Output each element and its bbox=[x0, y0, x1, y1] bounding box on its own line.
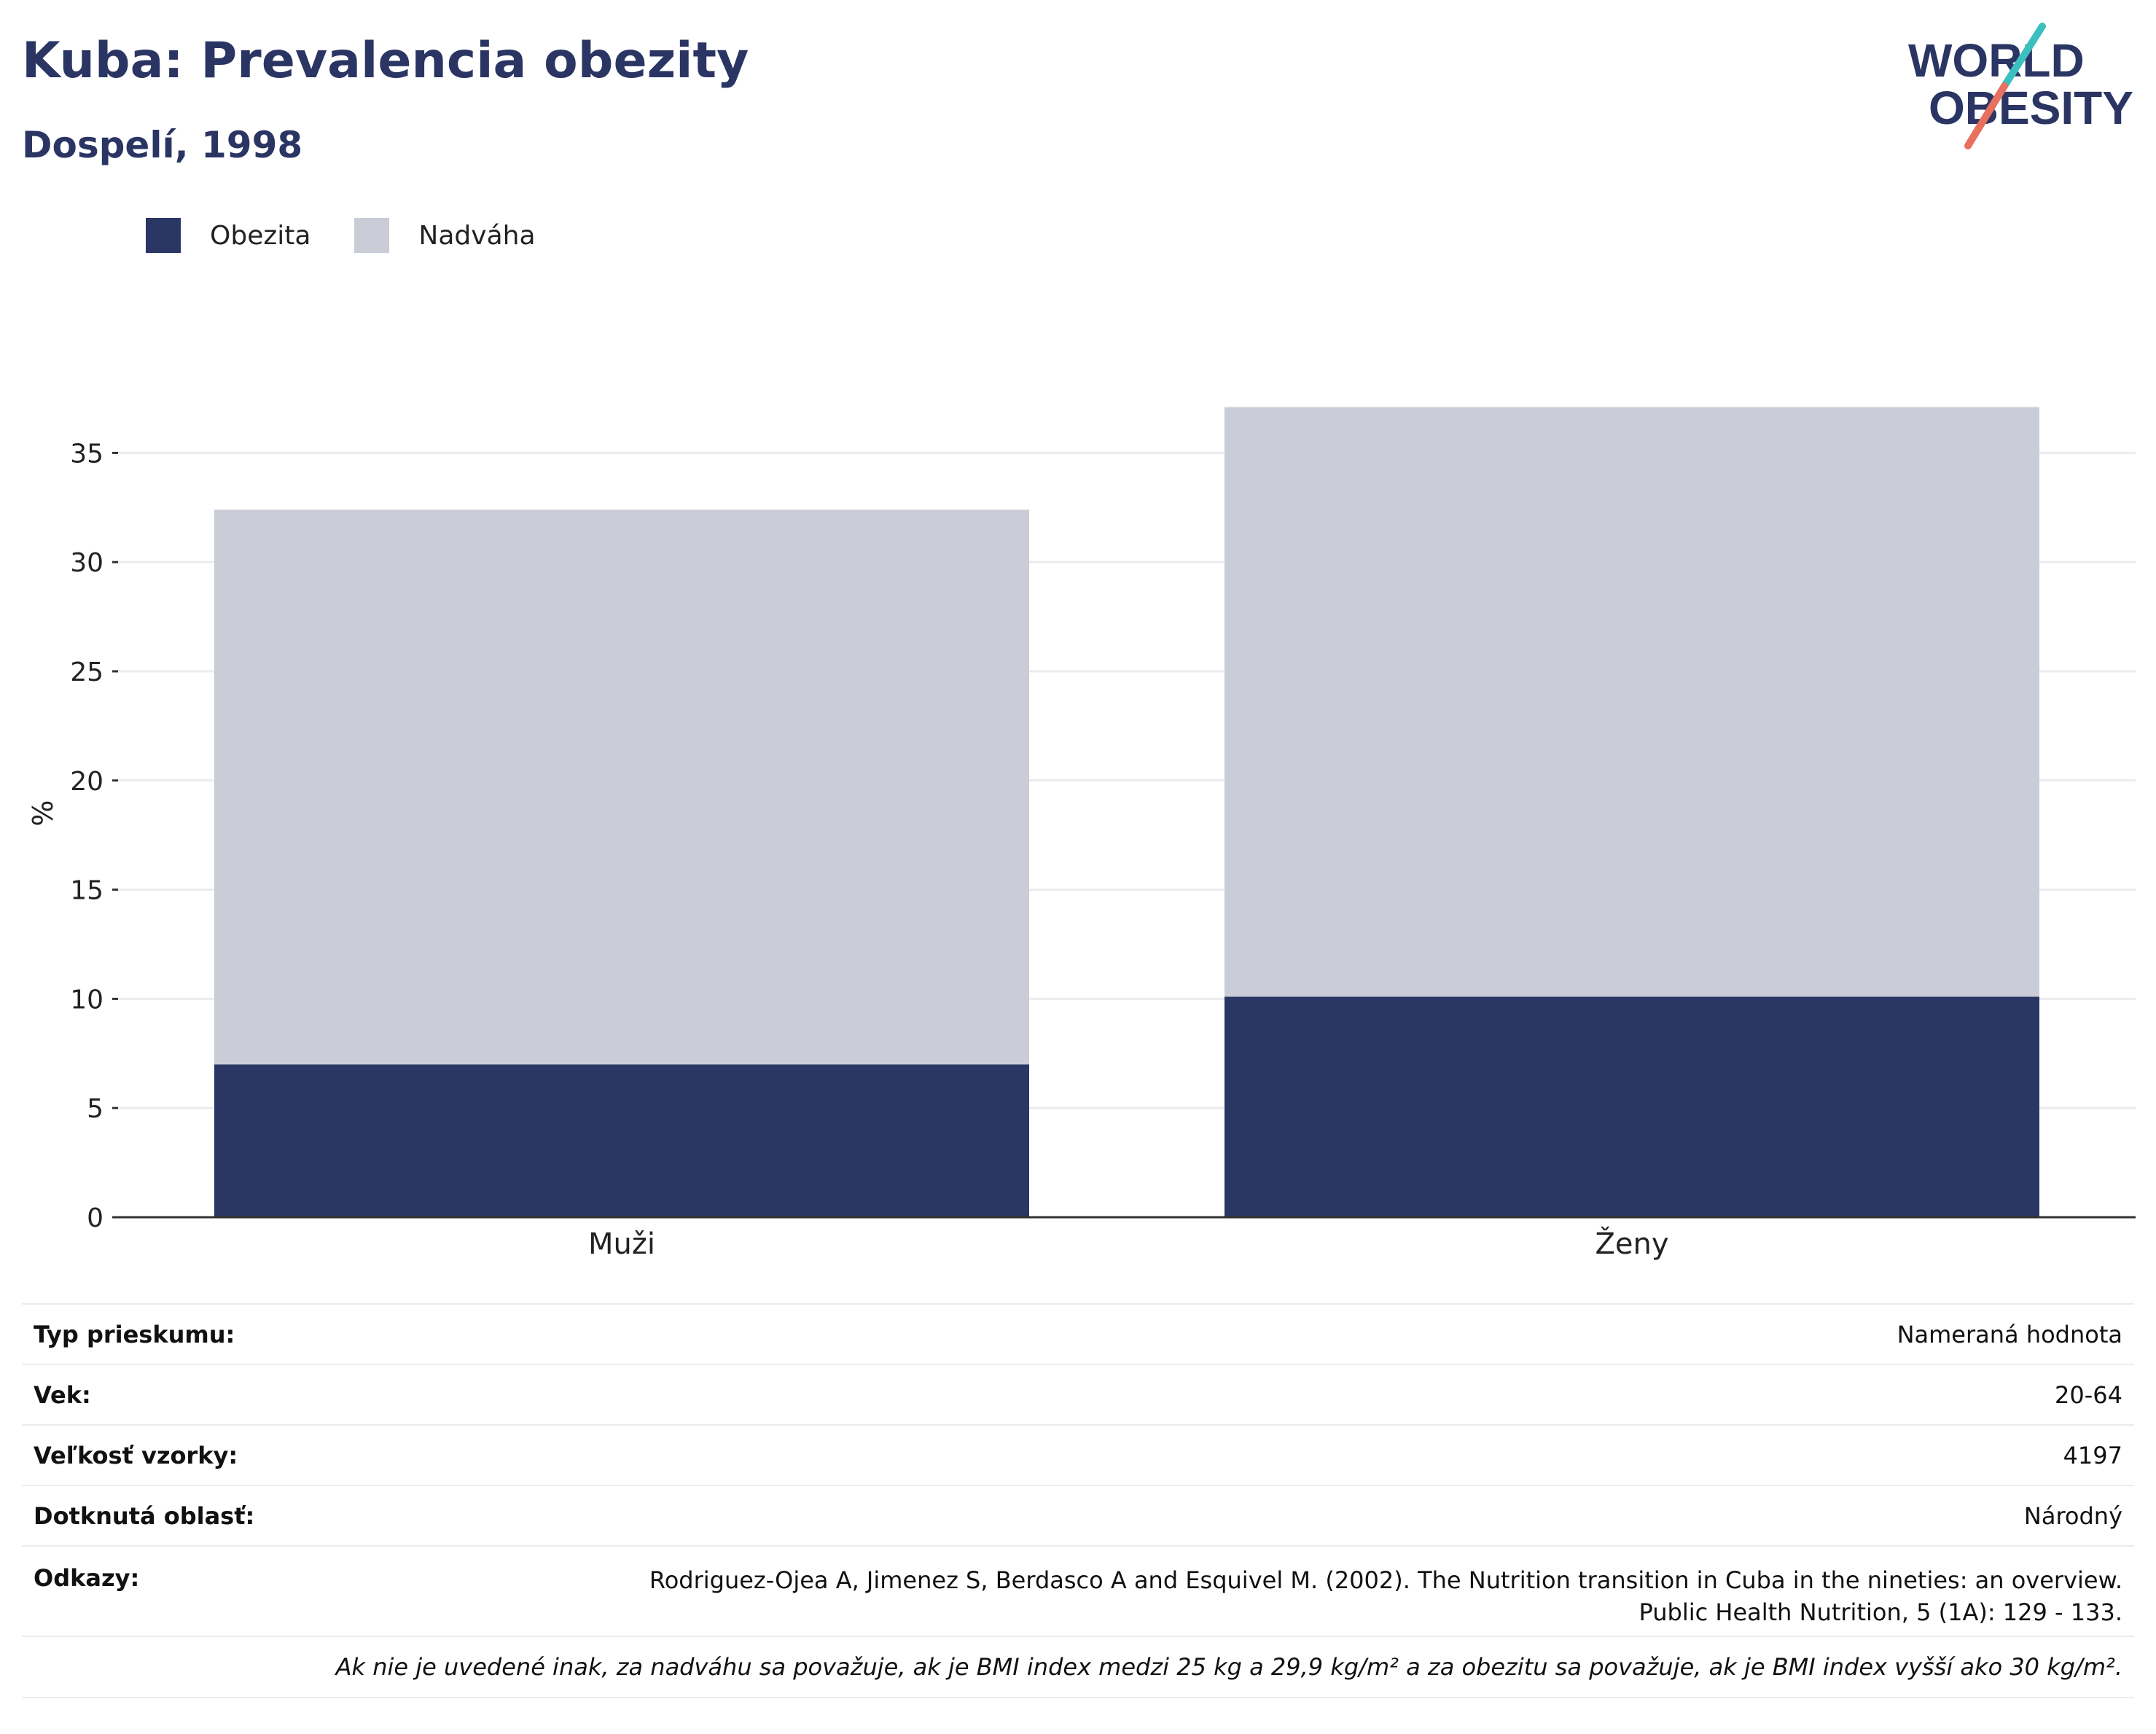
y-tick-label: 15 bbox=[70, 876, 103, 906]
info-row-references: Odkazy: Rodriguez-Ojea A, Jimenez S, Ber… bbox=[22, 1545, 2134, 1636]
logo-slash-teal bbox=[2001, 23, 2046, 90]
y-tick-label: 35 bbox=[70, 439, 103, 469]
logo-line1: WORLD bbox=[1908, 34, 2085, 87]
info-label: Veľkosť vzorky: bbox=[34, 1441, 238, 1469]
legend-label-overweight: Nadváha bbox=[418, 220, 536, 251]
chart-subtitle: Dospelí, 1998 bbox=[22, 124, 303, 166]
y-tick-label: 0 bbox=[87, 1203, 103, 1233]
legend-item-obesity[interactable]: Obezita bbox=[146, 218, 310, 253]
y-tick-label: 30 bbox=[70, 548, 103, 578]
legend: Obezita Nadváha bbox=[146, 217, 579, 254]
info-label: Typ prieskumu: bbox=[34, 1320, 235, 1348]
y-tick-label: 25 bbox=[70, 657, 103, 687]
info-value: Národný bbox=[2023, 1501, 2122, 1530]
legend-swatch-overweight bbox=[354, 218, 390, 253]
bar-overweight bbox=[214, 509, 1029, 1065]
info-label: Odkazy: bbox=[34, 1564, 140, 1592]
y-tick-label: 20 bbox=[70, 767, 103, 797]
info-value: 4197 bbox=[2063, 1441, 2122, 1469]
bar-obesity bbox=[214, 1064, 1029, 1217]
bar-chart: 0 5 10 15 20 25 30 35% Muži Ženy bbox=[27, 407, 2136, 1261]
logo-slash-coral bbox=[1964, 82, 2008, 149]
legend-label-obesity: Obezita bbox=[210, 220, 311, 251]
info-value: Rodriguez-Ojea A, Jimenez S, Berdasco A … bbox=[649, 1566, 2122, 1626]
bar-overweight bbox=[1225, 407, 2039, 997]
info-label: Dotknutá oblasť: bbox=[34, 1501, 255, 1530]
logo-line2: OBESITY bbox=[1929, 82, 2133, 134]
info-value: Nameraná hodnota bbox=[1897, 1320, 2122, 1348]
y-tick-label: 10 bbox=[70, 985, 103, 1015]
y-tick-label: 5 bbox=[87, 1094, 103, 1124]
info-row-sample-size: Veľkosť vzorky: 4197 bbox=[22, 1424, 2134, 1485]
info-row-survey-type: Typ prieskumu: Nameraná hodnota bbox=[22, 1303, 2134, 1364]
legend-swatch-obesity bbox=[146, 218, 181, 253]
info-table: Typ prieskumu: Nameraná hodnota Vek: 20-… bbox=[22, 1303, 2134, 1698]
bar-obesity bbox=[1225, 996, 2039, 1217]
info-row-area: Dotknutá oblasť: Národný bbox=[22, 1485, 2134, 1545]
x-tick-label: Ženy bbox=[1595, 1226, 1668, 1261]
world-obesity-logo: WORLD OBESITY bbox=[1908, 23, 2133, 149]
info-label: Vek: bbox=[34, 1380, 91, 1409]
info-row-age: Vek: 20-64 bbox=[22, 1364, 2134, 1424]
legend-item-overweight[interactable]: Nadváha bbox=[354, 218, 536, 253]
y-axis-label: % bbox=[27, 800, 59, 827]
x-tick-label: Muži bbox=[588, 1227, 655, 1261]
chart-title: Kuba: Prevalencia obezity bbox=[22, 32, 749, 90]
info-note: Ak nie je uvedené inak, za nadváhu sa po… bbox=[22, 1636, 2134, 1698]
info-value: 20-64 bbox=[2055, 1380, 2122, 1409]
